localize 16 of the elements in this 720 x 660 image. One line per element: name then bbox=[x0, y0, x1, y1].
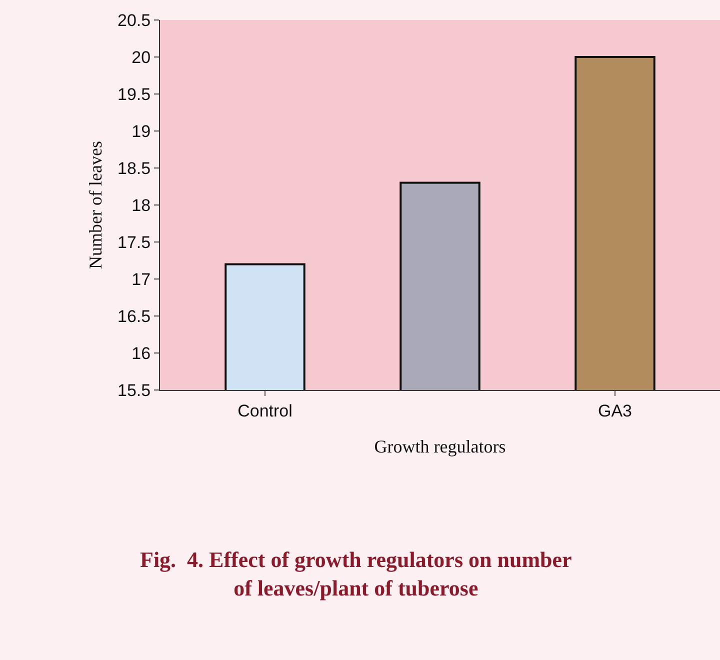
y-tick-label: 19.5 bbox=[118, 84, 151, 104]
x-axis-title: Growth regulators bbox=[374, 436, 506, 456]
y-tick-label: 16.5 bbox=[118, 306, 151, 326]
y-tick-label: 16 bbox=[132, 344, 151, 363]
y-tick-label: 20 bbox=[132, 48, 151, 67]
y-tick-label: 17 bbox=[132, 270, 151, 289]
y-tick-label: 15.5 bbox=[118, 380, 151, 400]
x-tick-label: GA3 bbox=[598, 401, 632, 420]
x-tick-label: Control bbox=[238, 401, 292, 420]
y-tick-label: 17.5 bbox=[118, 232, 151, 252]
y-axis-title: Number of leaves bbox=[86, 141, 106, 269]
y-tick-label: 20.5 bbox=[118, 10, 151, 30]
y-tick-label: 19 bbox=[132, 122, 151, 141]
y-tick-label: 18.5 bbox=[118, 158, 151, 178]
y-tick-label: 18 bbox=[132, 196, 151, 215]
caption: Fig. 4. Effect of growth regulators on number of leaves/plant of tuberose bbox=[140, 547, 572, 601]
